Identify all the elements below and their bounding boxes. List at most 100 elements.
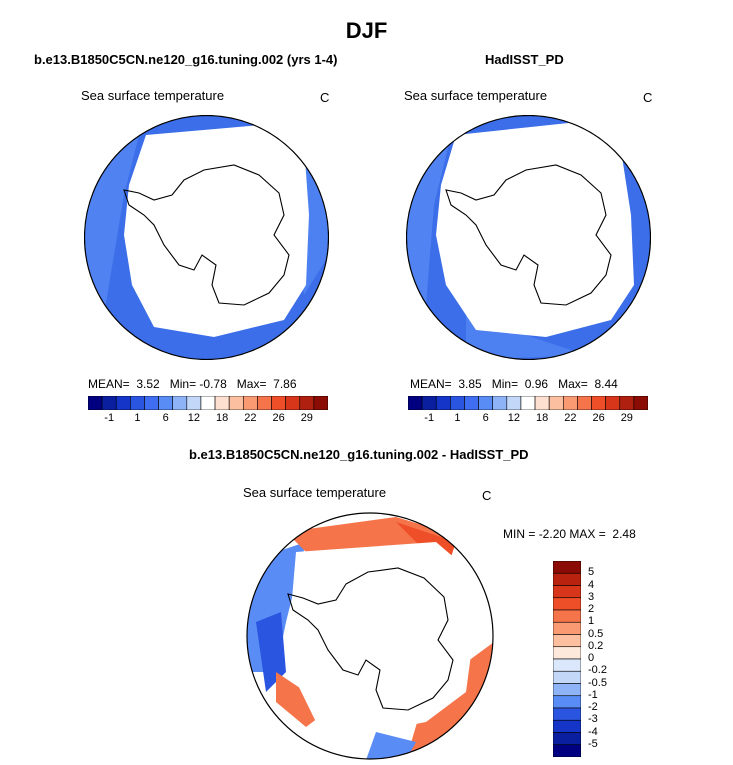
colorbar-swatch (313, 396, 328, 410)
left-map-border (84, 115, 329, 360)
colorbar-swatch (200, 396, 216, 410)
diff-colorbar-swatch (553, 646, 581, 660)
diff-max-label: MAX = (569, 527, 606, 541)
left-mean-value: 3.52 (136, 377, 160, 391)
diff-colorbar-swatch (553, 707, 581, 721)
diff-colorbar-tick-label: -1 (588, 688, 598, 701)
right-colorbar-labels: -1 1 6 12 18 22 26 29 (408, 412, 648, 426)
left-units-label: C (320, 90, 330, 105)
right-units-label: C (643, 90, 653, 105)
diff-colorbar-swatch (553, 732, 581, 746)
colorbar-tick-label: 26 (272, 412, 285, 424)
diff-colorbar-swatch (553, 658, 581, 672)
right-min-label: Min= (491, 377, 519, 391)
colorbar-swatch (101, 396, 117, 410)
colorbar-swatch (242, 396, 258, 410)
diff-colorbar-swatch (553, 744, 581, 757)
colorbar-tick-label: 29 (300, 412, 313, 424)
colorbar-swatch (464, 396, 479, 410)
colorbar-swatch (158, 396, 174, 410)
right-map-border (406, 115, 651, 360)
right-min-value: 0.96 (524, 377, 549, 391)
right-mean-value: 3.85 (458, 377, 482, 391)
diff-colorbar-swatch (553, 597, 581, 611)
colorbar-swatch (186, 396, 202, 410)
diff-colorbar-swatch (553, 572, 581, 586)
colorbar-swatch (577, 396, 592, 410)
colorbar-swatch (562, 396, 578, 410)
colorbar-tick-label: 22 (564, 412, 577, 424)
diff-colorbar-tick-label: 3 (588, 590, 595, 603)
colorbar-swatch (506, 396, 522, 410)
colorbar-swatch (228, 396, 244, 410)
colorbar-tick-label: 18 (215, 412, 229, 424)
left-antarctica-outline (123, 164, 290, 306)
diff-colorbar-swatch (553, 683, 581, 697)
diff-colorbar-tick-label: -0.5 (588, 676, 607, 689)
colorbar-tick-label: 1 (134, 412, 141, 424)
colorbar-swatch (271, 396, 286, 410)
diff-colorbar-swatch (553, 585, 581, 599)
colorbar-swatch (115, 396, 131, 410)
diff-units-label: C (482, 488, 492, 503)
diff-negative-south (366, 732, 416, 759)
left-min-label: Min= (169, 377, 197, 391)
diff-colorbar-swatch (553, 609, 581, 623)
colorbar-tick-label: 1 (454, 412, 461, 424)
right-colorbar (408, 396, 648, 410)
colorbar-swatch (88, 396, 103, 410)
diff-colorbar-tick-label: 2 (588, 603, 595, 615)
left-ice-region (124, 123, 309, 337)
diff-colorbar-tick-label: -2 (588, 701, 598, 713)
diff-variable-label: Sea surface temperature (243, 485, 387, 500)
diff-max-value: 2.48 (612, 527, 636, 541)
colorbar-swatch (548, 396, 564, 410)
diff-colorbar-tick-label: 0.5 (588, 627, 604, 640)
colorbar-swatch (534, 396, 550, 410)
colorbar-swatch (214, 396, 230, 410)
right-max-value: 8.44 (594, 377, 618, 391)
right-antarctica-outline (445, 164, 612, 306)
colorbar-swatch (172, 396, 188, 410)
colorbar-tick-label: 29 (620, 412, 633, 424)
diff-colorbar-tick-label: 0 (588, 652, 595, 664)
diff-stats: MIN = -2.20 MAX = 2.48 (503, 527, 636, 541)
left-colorbar-labels: -1 1 6 12 18 22 26 29 (88, 412, 328, 426)
diff-min-value: -2.20 (538, 527, 567, 541)
right-stats: MEAN= 3.85 Min= 0.96 Max= 8.44 (410, 377, 618, 391)
diff-colorbar-swatch (553, 695, 581, 709)
colorbar-swatch (478, 396, 494, 410)
diff-min-label: MIN = (503, 527, 536, 541)
diff-map (246, 512, 494, 760)
colorbar-swatch (435, 396, 451, 410)
left-max-value: 7.86 (273, 377, 297, 391)
diff-colorbar-tick-label: 4 (588, 578, 595, 591)
diff-colorbar (553, 561, 581, 757)
left-min-value: -0.78 (199, 377, 227, 391)
colorbar-tick-label: -1 (424, 412, 435, 424)
colorbar-tick-label: -1 (104, 412, 115, 424)
diff-colorbar-swatch (553, 561, 581, 574)
diff-colorbar-swatch (553, 634, 581, 648)
left-variable-label: Sea surface temperature (81, 88, 225, 103)
colorbar-swatch (619, 396, 635, 410)
diff-colorbar-tick-label: -5 (588, 737, 598, 750)
left-panel-title: b.e13.B1850C5CN.ne120_g16.tuning.002 (yr… (34, 52, 338, 67)
right-max-label: Max= (558, 377, 588, 391)
left-stats: MEAN= 3.52 Min= -0.78 Max= 7.86 (88, 377, 297, 391)
colorbar-tick-label: 12 (507, 412, 520, 424)
left-colorbar (88, 396, 328, 410)
diff-colorbar-tick-label: 1 (588, 615, 595, 628)
left-map (84, 115, 329, 360)
diff-colorbar-labels: 5 4 3 2 1 0.5 0.2 0 -0.2 -0.5 -1 -2 -3 -4 -5 (588, 561, 628, 757)
diff-colorbar-swatch (553, 719, 581, 733)
diff-map-border (246, 512, 494, 760)
colorbar-swatch (492, 396, 508, 410)
diff-colorbar-tick-label: -4 (588, 725, 598, 738)
right-map (406, 115, 651, 360)
diff-ice-region (290, 542, 474, 734)
diff-colorbar-tick-label: 5 (588, 566, 595, 579)
diff-colorbar-swatch (553, 621, 581, 635)
right-variable-label: Sea surface temperature (404, 88, 548, 103)
colorbar-swatch (144, 396, 159, 410)
